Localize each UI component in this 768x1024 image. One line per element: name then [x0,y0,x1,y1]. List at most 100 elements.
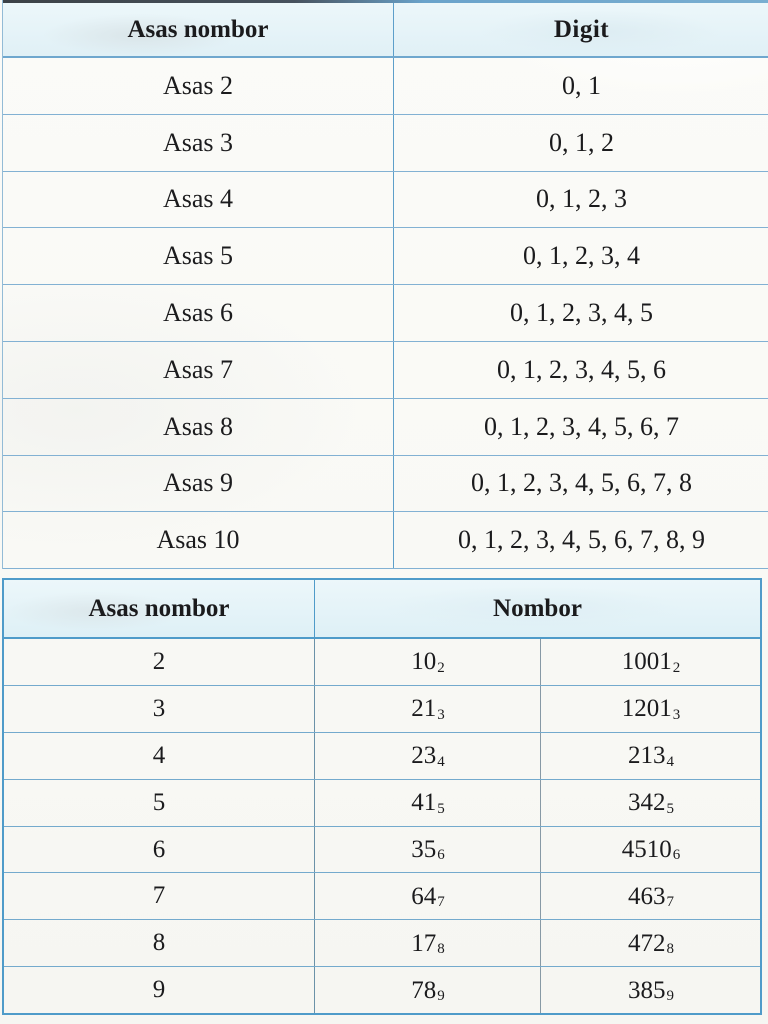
cell-number-large: 1201 3 [541,686,760,732]
cell-number-small: 41 5 [315,779,541,826]
table-row: Asas 5 0, 1, 2, 3, 4 [3,228,768,286]
cell-digits: 0, 1, 2, 3, 4, 5, 6, 7, 8, 9 [458,525,705,555]
cell-number-small: 64 7 [315,873,541,920]
cell-number-small: 35 6 [315,826,541,873]
cell-number-small: 17 8 [315,920,541,967]
cell-base-label: Asas 10 [3,512,394,569]
cell-base: 5 [4,779,315,826]
number-value: 385 [628,976,666,1004]
number-base-subscript: 5 [666,800,675,817]
cell-base-label: Asas 8 [3,398,394,455]
cell-number-small: 23 4 [315,732,541,779]
number-base-subscript: 2 [672,659,681,676]
cell-base: 3 [4,685,315,732]
table-row: Asas 7 0, 1, 2, 3, 4, 5, 6 [3,341,768,399]
number-value: 78 [411,976,437,1004]
number-base-subscript: 3 [672,706,681,723]
cell-number-small: 10 2 [315,639,541,685]
table-row: 6 35 6 4510 6 [4,826,760,874]
cell-base: 8 [4,920,315,967]
table-row: Asas 9 0, 1, 2, 3, 4, 5, 6, 7, 8 [3,455,768,513]
cell-number-small: 21 3 [315,685,541,732]
table-row: 3 21 3 1201 3 [4,685,760,733]
table-row: 8 17 8 472 8 [4,920,760,968]
number-base-subscript: 8 [666,941,675,958]
number-value: 1001 [621,648,672,676]
number-value: 64 [411,882,437,910]
cell-digits: 0, 1, 2, 3 [536,184,627,214]
cell-base-label: Asas 9 [3,455,394,512]
number-value: 342 [628,789,666,817]
number-value: 463 [628,882,666,910]
table-row: 5 41 5 342 5 [4,779,760,827]
cell-base: 4 [4,732,315,779]
cell-number-small: 78 9 [315,967,541,1014]
cell-base-label: Asas 4 [3,171,394,228]
cell-base: 2 [4,639,315,685]
cell-number-large: 342 5 [541,780,760,826]
cell-digits: 0, 1, 2 [549,127,614,157]
base-digits-table-header-row: Asas nombor Digit [3,3,768,58]
number-base-subscript: 6 [437,847,445,864]
number-value: 4510 [621,836,672,863]
cell-number-large: 463 7 [541,873,760,919]
table-row: Asas 10 0, 1, 2, 3, 4, 5, 6, 7, 8, 9 [3,512,768,570]
cell-base-label: Asas 5 [3,228,394,285]
number-value: 472 [628,929,666,957]
table-row: Asas 4 0, 1, 2, 3 [3,171,768,229]
number-value: 1201 [621,695,672,723]
number-base-subscript: 6 [672,847,681,864]
cell-base: 7 [4,873,315,920]
cell-base-label: Asas 7 [3,341,394,398]
cell-number-large: 1001 2 [541,639,760,685]
cell-digits: 0, 1, 2, 3, 4, 5, 6 [497,354,666,384]
number-base-subscript: 7 [666,894,675,911]
number-base-subscript: 2 [437,659,445,676]
cell-number-large: 385 9 [541,967,760,1013]
number-base-subscript: 8 [437,941,445,958]
table-row: Asas 6 0, 1, 2, 3, 4, 5 [3,285,768,342]
cell-digits: 0, 1, 2, 3, 4 [523,241,640,271]
base-numbers-table: Asas nombor Nombor 2 10 2 1001 2 3 21 3 120… [2,578,762,1016]
table-row: Asas 3 0, 1, 2 [3,114,768,172]
number-base-subscript: 7 [437,894,445,911]
cell-base-label: Asas 6 [3,285,394,341]
cell-base: 6 [4,826,315,873]
number-value: 17 [411,929,437,957]
cell-base: 9 [4,967,315,1014]
cell-number-large: 4510 6 [541,827,760,873]
header-cell-nombor: Nombor [493,594,582,622]
table-row: 2 10 2 1001 2 [4,639,760,686]
base-numbers-table-header-row: Asas nombor Nombor [4,580,760,639]
number-value: 10 [411,648,437,676]
cell-base-label: Asas 3 [3,114,394,171]
cell-number-large: 213 4 [541,733,760,779]
number-value: 213 [628,742,666,770]
header-cell-digit: Digit [553,15,610,43]
table-row: Asas 8 0, 1, 2, 3, 4, 5, 6, 7 [3,398,768,456]
number-base-subscript: 4 [666,753,675,770]
number-base-subscript: 9 [666,988,675,1005]
number-base-subscript: 5 [437,800,445,817]
number-base-subscript: 4 [437,753,445,770]
cell-digits: 0, 1 [562,70,601,100]
table-row: 9 78 9 385 9 [4,967,760,1014]
cell-digits: 0, 1, 2, 3, 4, 5, 6, 7 [484,411,679,441]
number-value: 35 [411,836,437,863]
cell-number-large: 472 8 [541,920,760,966]
number-base-subscript: 3 [437,706,445,723]
header-cell-asas-nombor: Asas nombor [3,3,394,56]
cell-digits: 0, 1, 2, 3, 4, 5, 6, 7, 8 [471,468,692,498]
cell-base-label: Asas 2 [3,58,394,114]
cell-digits: 0, 1, 2, 3, 4, 5 [510,298,653,328]
number-base-subscript: 9 [437,988,445,1005]
table-row: 4 23 4 213 4 [4,732,760,780]
base-digits-table: Asas nombor Digit Asas 2 0, 1 Asas 3 0, … [2,0,768,570]
number-value: 41 [411,789,437,817]
table-row: Asas 2 0, 1 [3,58,768,115]
table-top-border [3,0,768,3]
number-value: 21 [411,695,437,723]
table-row: 7 64 7 463 7 [4,873,760,921]
header-cell-asas-nombor: Asas nombor [4,580,315,637]
